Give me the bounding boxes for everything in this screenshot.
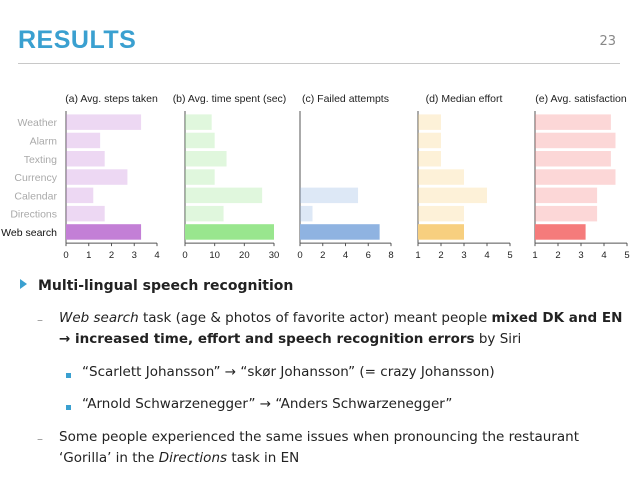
tick-label: 2 <box>438 250 443 261</box>
tick-label: 2 <box>555 250 560 261</box>
tick-label: 8 <box>388 250 393 261</box>
panel-title: (e) Avg. satisfaction <box>535 93 627 105</box>
tick-label: 1 <box>86 250 91 261</box>
sub1-bold: mixed DK and EN <box>491 310 623 326</box>
tick-label: 3 <box>578 250 583 261</box>
example-2: “Arnold Schwarzenegger” → “Anders Schwar… <box>82 396 453 412</box>
bar <box>185 224 274 240</box>
category-label: Calendar <box>14 190 57 202</box>
bullet-main: Multi-lingual speech recognition <box>20 278 293 294</box>
example-1: “Scarlett Johansson” → “skør Johansson” … <box>82 364 495 380</box>
tick-label: 0 <box>182 250 187 261</box>
bar <box>535 169 616 185</box>
bar <box>66 205 105 222</box>
bar <box>418 169 464 185</box>
category-label: Alarm <box>30 135 58 147</box>
tick-label: 3 <box>461 250 466 261</box>
category-label: Weather <box>18 117 58 129</box>
square-bullet-icon <box>66 405 71 410</box>
bar <box>185 151 227 167</box>
panel-title: (a) Avg. steps taken <box>65 93 158 105</box>
bar <box>300 224 380 240</box>
bar <box>185 187 263 204</box>
sub1-text: task (age & photos of favorite actor) me… <box>138 310 492 326</box>
bar <box>418 114 441 130</box>
bar <box>418 224 464 240</box>
panel-title: (b) Avg. time spent (sec) <box>173 93 287 105</box>
bar <box>535 151 611 167</box>
slide-number: 23 <box>599 34 616 49</box>
bar <box>418 151 441 167</box>
bar <box>66 114 142 130</box>
bar <box>535 224 586 240</box>
triangle-bullet-icon <box>20 279 27 289</box>
tick-label: 4 <box>484 250 489 261</box>
bar <box>66 187 94 204</box>
bar <box>185 114 212 130</box>
slide-title: RESULTS <box>18 26 137 54</box>
tick-label: 3 <box>132 250 137 261</box>
bullet-main-text: Multi-lingual speech recognition <box>38 278 294 294</box>
bar <box>66 132 101 149</box>
bar <box>535 187 598 204</box>
sub2-line2b: task in EN <box>227 450 300 466</box>
bar <box>300 187 359 204</box>
task-name-web-search: Web search <box>59 310 139 326</box>
bar <box>300 205 313 222</box>
tick-label: 5 <box>507 250 512 261</box>
bar <box>185 132 215 149</box>
sub2-line2a: ‘Gorilla’ in the <box>59 450 159 466</box>
sub-bullet-1: Web search task (age & photos of favorit… <box>59 308 629 350</box>
bar <box>418 187 487 204</box>
tick-label: 20 <box>239 250 250 261</box>
category-label: Texting <box>24 154 57 166</box>
dash-bullet-2: – <box>37 432 43 446</box>
tick-label: 0 <box>63 250 68 261</box>
sub-bullet-2: Some people experienced the same issues … <box>59 427 629 469</box>
bar <box>535 132 616 149</box>
bar <box>66 169 128 185</box>
tick-label: 4 <box>343 250 348 261</box>
tick-label: 1 <box>532 250 537 261</box>
bar <box>185 169 215 185</box>
title-divider <box>18 63 620 64</box>
bar <box>185 205 224 222</box>
sub1-line2-rest: by Siri <box>474 331 522 347</box>
task-name-directions: Directions <box>158 450 228 466</box>
category-label: Currency <box>14 172 57 184</box>
tick-label: 5 <box>624 250 629 261</box>
tick-label: 2 <box>109 250 114 261</box>
panel-title: (c) Failed attempts <box>302 93 389 105</box>
dash-bullet-1: – <box>37 313 43 327</box>
category-label: Directions <box>10 209 57 221</box>
bar <box>418 205 464 222</box>
tick-label: 30 <box>269 250 280 261</box>
tick-label: 2 <box>320 250 325 261</box>
category-label: Web search <box>1 227 57 239</box>
tick-label: 4 <box>154 250 159 261</box>
tick-label: 6 <box>366 250 371 261</box>
results-chart: Weather Alarm Texting Currency Calendar Direc… <box>1 93 629 261</box>
bar <box>66 224 142 240</box>
sub1-line2-bold: → increased time, effort and speech reco… <box>59 331 475 347</box>
tick-label: 4 <box>601 250 606 261</box>
tick-label: 0 <box>297 250 302 261</box>
bar <box>535 205 598 222</box>
bar <box>66 151 105 167</box>
sub2-line1: Some people experienced the same issues … <box>59 429 580 445</box>
tick-label: 10 <box>209 250 220 261</box>
bar <box>418 132 441 149</box>
square-bullet-icon <box>66 373 71 378</box>
bar <box>535 114 611 130</box>
panel-title: (d) Median effort <box>426 93 503 105</box>
tick-label: 1 <box>415 250 420 261</box>
